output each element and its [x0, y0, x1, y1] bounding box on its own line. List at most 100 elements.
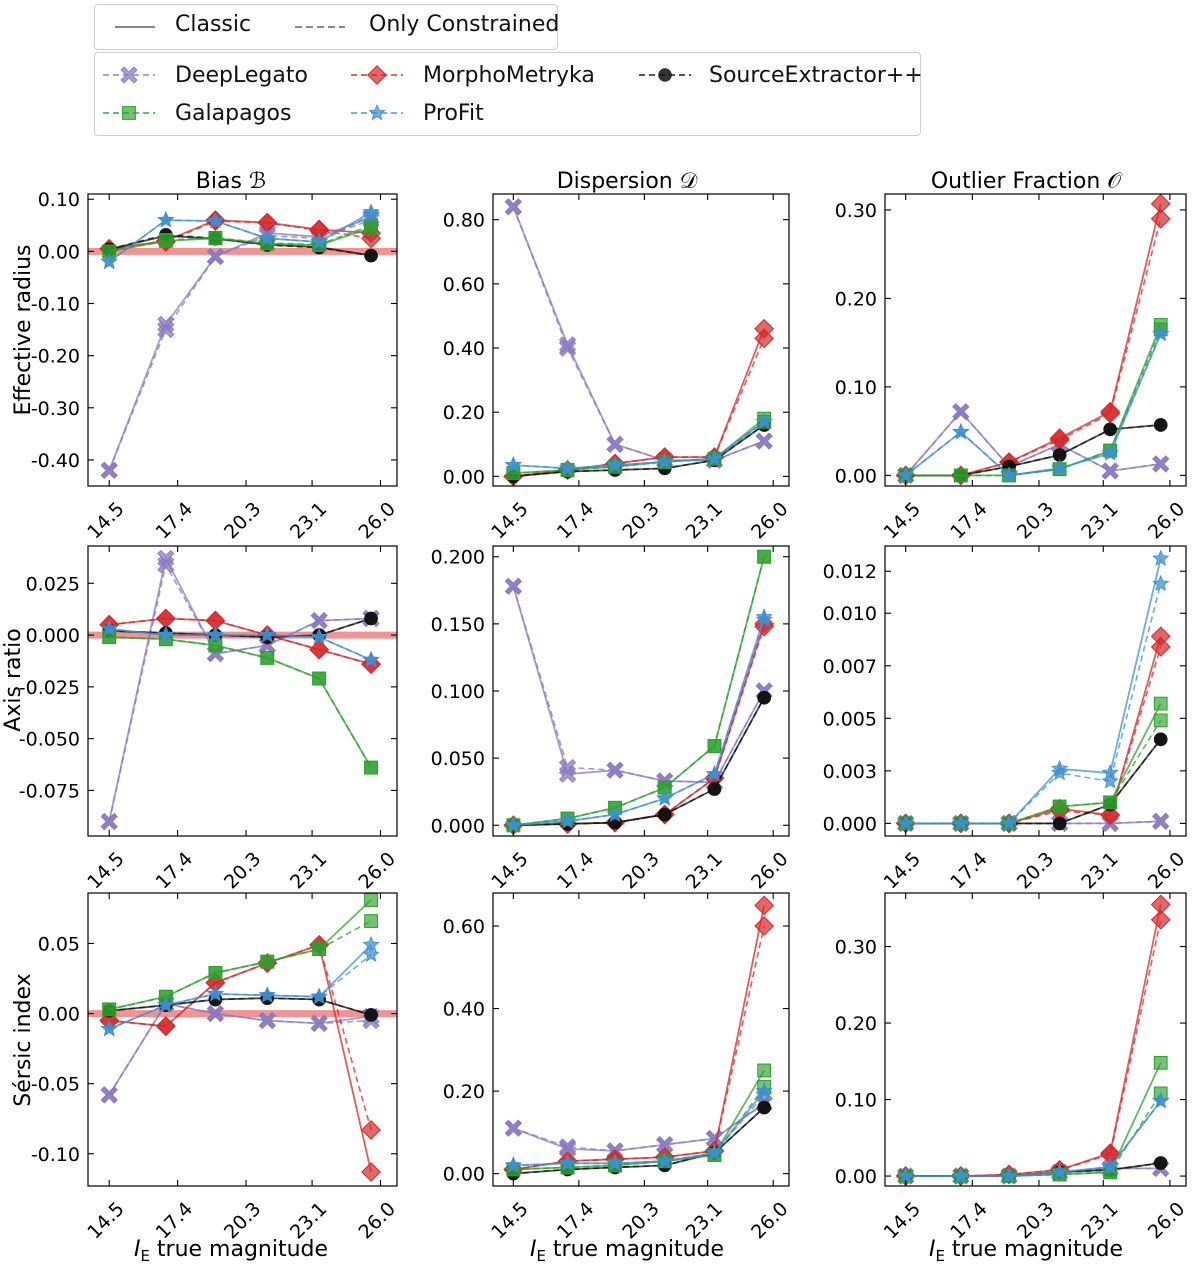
- axes-frame: [492, 892, 790, 1187]
- point-classic-profit: [1101, 444, 1119, 461]
- legend-methods: DeepLegato MorphoMetryka SourceExtractor…: [94, 52, 923, 136]
- line-classic-deeplegato: [512, 1102, 765, 1152]
- legend-linestyle: Classic Only Constrained: [94, 4, 559, 50]
- x-axis-label-col2: IE true magnitude: [530, 1237, 724, 1265]
- line-classic-galapagos: [905, 324, 1162, 477]
- line-classic-galapagos: [109, 899, 372, 1011]
- point-constrained-morphometryka: [1150, 909, 1171, 930]
- point-classic-deeplegato: [952, 403, 970, 421]
- point-classic-profit: [606, 456, 624, 473]
- line-constrained-galapagos: [109, 224, 372, 253]
- y-tick-label: -0.075: [19, 780, 80, 802]
- point-classic-profit: [100, 252, 118, 270]
- point-constrained-galapagos: [364, 914, 378, 928]
- point-classic-galapagos: [260, 650, 275, 665]
- x-tick-label: 17.4: [553, 848, 598, 893]
- line-constrained-profit: [513, 421, 765, 470]
- legend-deeplegato-symbol: [120, 66, 138, 84]
- series-morphometryka: [99, 934, 381, 1182]
- series-deeplegato: [100, 549, 380, 831]
- point-classic-profit: [705, 765, 724, 782]
- point-classic-galapagos: [953, 468, 968, 483]
- x-tick-label: 14.5: [880, 848, 925, 893]
- x-tick-label: 26.0: [354, 1198, 399, 1243]
- series-profit: [504, 412, 773, 476]
- x-tick-label: 26.0: [747, 1198, 792, 1243]
- point-classic-profit: [755, 412, 773, 430]
- point-classic-deeplegato: [100, 812, 118, 831]
- point-classic-profit: [206, 984, 224, 1002]
- axes-frame: [87, 193, 398, 487]
- point-classic-galapagos: [707, 739, 722, 753]
- point-classic-profit: [606, 805, 624, 822]
- y-tick-label: 0.40: [443, 338, 485, 360]
- line-constrained-deeplegato: [108, 219, 372, 471]
- line-classic-morphometryka: [905, 904, 1162, 1177]
- point-classic-morphometryka: [1150, 626, 1171, 647]
- point-classic-galapagos: [312, 942, 327, 956]
- line-constrained-morphometryka: [109, 220, 372, 250]
- line-constrained-morphometryka: [905, 919, 1162, 1177]
- point-classic-profit: [656, 1152, 674, 1169]
- line-classic-deeplegato: [512, 586, 765, 784]
- y-tick-label: -0.20: [31, 346, 80, 368]
- x-tick-label: 23.1: [286, 848, 331, 893]
- line-classic-galapagos: [513, 556, 765, 827]
- point-classic-profit: [258, 626, 276, 643]
- point-classic-profit: [705, 1143, 724, 1161]
- point-classic-galapagos: [364, 760, 378, 775]
- point-classic-deeplegato: [606, 435, 624, 453]
- series-sourceextractor: [506, 690, 771, 833]
- panel-2-1: 0.025 0.000 -0.025 -0.050 -0.075 14.5 17.4 20.3…: [19, 545, 400, 893]
- x-tick-label: 26.0: [747, 848, 792, 893]
- point-classic-profit: [606, 1154, 624, 1171]
- point-classic-profit: [206, 212, 224, 229]
- point-classic-sourceextractor: [1103, 422, 1117, 437]
- line-constrained-profit: [513, 619, 765, 827]
- point-classic-morphometryka: [1049, 428, 1070, 449]
- point-classic-sourceextractor: [364, 248, 378, 263]
- point-classic-morphometryka: [309, 639, 330, 660]
- point-classic-profit: [897, 814, 915, 831]
- point-classic-profit: [558, 812, 577, 829]
- point-classic-profit: [157, 996, 175, 1013]
- point-classic-profit: [705, 449, 724, 467]
- line-constrained-sourceextractor: [513, 1107, 765, 1175]
- point-classic-morphometryka: [155, 1016, 176, 1037]
- point-classic-profit: [952, 1167, 970, 1184]
- y-tick-label: 0.80: [443, 210, 485, 232]
- point-classic-profit: [1152, 549, 1170, 566]
- point-classic-deeplegato: [656, 1136, 674, 1154]
- line-classic-galapagos: [109, 636, 372, 769]
- legend-morphometryka-marker: [351, 65, 403, 85]
- point-classic-deeplegato: [258, 1012, 276, 1030]
- point-classic-deeplegato: [157, 315, 175, 333]
- line-constrained-sourceextractor: [513, 424, 765, 478]
- y-tick-label: -0.10: [31, 1144, 80, 1166]
- series-morphometryka: [895, 626, 1171, 834]
- point-classic-galapagos: [757, 549, 772, 564]
- series-galapagos: [102, 893, 378, 1017]
- series-morphometryka: [503, 613, 775, 836]
- point-classic-sourceextractor: [364, 611, 378, 626]
- series-profit: [897, 549, 1170, 831]
- x-tick-label: 14.5: [487, 498, 532, 543]
- legend-morphometryka-symbol: [367, 65, 387, 85]
- point-classic-profit: [1152, 324, 1170, 342]
- line-constrained-deeplegato: [108, 1002, 372, 1096]
- column-title-bias: Bias ℬ: [196, 169, 266, 194]
- line-constrained-sourceextractor: [513, 697, 765, 827]
- x-tick-label: 26.0: [1144, 498, 1189, 543]
- point-classic-profit: [100, 619, 118, 637]
- point-classic-deeplegato: [1152, 812, 1170, 830]
- point-constrained-morphometryka: [1150, 636, 1171, 657]
- y-tick-label: -0.10: [31, 294, 80, 316]
- x-tick-label: 20.3: [220, 498, 265, 543]
- series-profit: [100, 935, 380, 1037]
- x-tick-label: 14.5: [83, 498, 128, 543]
- line-constrained-morphometryka: [513, 626, 765, 827]
- point-classic-profit: [1051, 459, 1069, 476]
- y-tick-label: 0.00: [38, 1004, 80, 1026]
